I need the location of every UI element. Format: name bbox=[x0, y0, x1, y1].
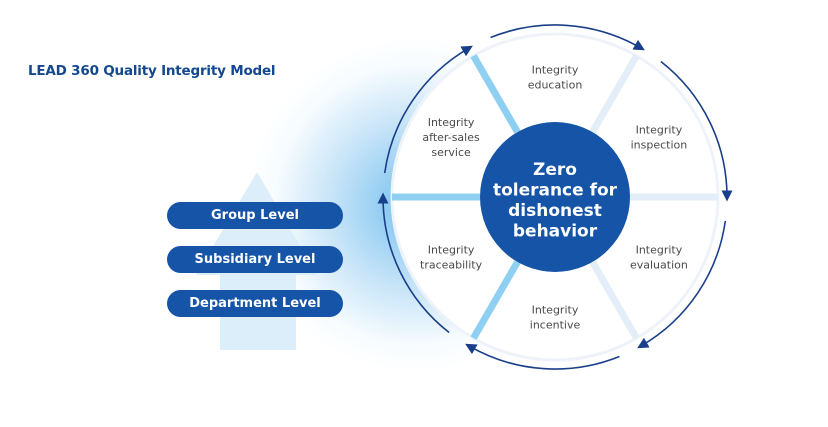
segment-label: evaluation bbox=[630, 259, 688, 272]
cycle-arrow bbox=[465, 343, 620, 370]
department-level-pill: Department Level bbox=[167, 290, 343, 317]
cycle-arrow bbox=[637, 220, 727, 349]
segment-label: Integrity bbox=[532, 64, 579, 77]
cycle-arrow bbox=[660, 60, 733, 202]
sector-divider bbox=[589, 260, 640, 340]
segment-label: Integrity bbox=[636, 244, 683, 257]
segment-label: education bbox=[528, 79, 583, 92]
cycle-arrow bbox=[490, 24, 645, 51]
segment-label: Integrity bbox=[532, 304, 579, 317]
sector-divider bbox=[589, 54, 640, 134]
segment-label: incentive bbox=[530, 319, 581, 332]
sector-divider bbox=[470, 260, 521, 340]
segment-label: traceability bbox=[420, 259, 483, 272]
cycle-arrow bbox=[377, 192, 450, 334]
core-circle bbox=[480, 122, 630, 272]
core-text: dishonest bbox=[508, 201, 602, 221]
segment-label: after-sales bbox=[422, 131, 480, 144]
core-text: Zero bbox=[533, 160, 577, 180]
segment-label: inspection bbox=[631, 139, 688, 152]
cycle-arrow bbox=[383, 45, 473, 174]
sector-divider bbox=[470, 54, 521, 134]
core-text: tolerance for bbox=[493, 181, 618, 201]
segment-label: Integrity bbox=[428, 244, 475, 257]
core-text: behavior bbox=[513, 222, 598, 242]
segment-label: Integrity bbox=[636, 124, 683, 137]
segment-label: Integrity bbox=[428, 116, 475, 129]
page-title: LEAD 360 Quality Integrity Model bbox=[28, 63, 276, 79]
segment-label: service bbox=[431, 146, 471, 159]
subsidiary-level-pill: Subsidiary Level bbox=[167, 246, 343, 273]
group-level-pill: Group Level bbox=[167, 202, 343, 229]
